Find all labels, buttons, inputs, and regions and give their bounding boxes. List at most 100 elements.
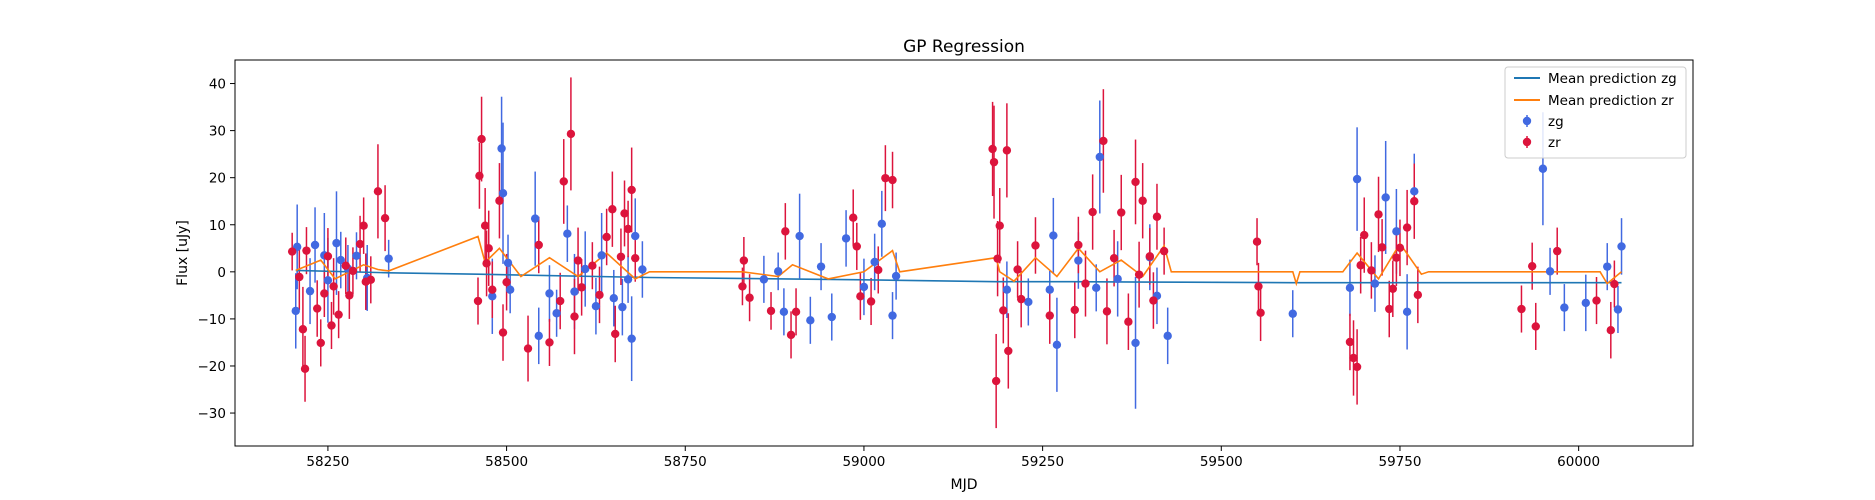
- data-point-zg: [1002, 285, 1012, 294]
- data-point-zr: [1013, 265, 1022, 274]
- data-point-zr: [1254, 282, 1263, 291]
- legend-swatch-zr: [1522, 136, 1532, 148]
- data-point-zg: [1113, 274, 1122, 284]
- data-point-zr: [475, 171, 484, 180]
- data-point-zr: [573, 256, 583, 265]
- data-point-zr: [1413, 290, 1423, 300]
- data-point-zr: [1131, 177, 1140, 187]
- data-point-zg: [638, 265, 647, 274]
- data-point-zr: [1102, 307, 1112, 316]
- data-point-zr: [1531, 322, 1540, 331]
- data-point-zr: [1356, 261, 1365, 270]
- data-point-zg: [1052, 340, 1062, 349]
- data-point-zg: [384, 254, 393, 263]
- data-point-zr: [295, 272, 304, 282]
- data-point-zg: [891, 271, 901, 281]
- data-point-zr: [1374, 210, 1383, 219]
- data-point-zg: [1410, 187, 1419, 196]
- data-point-zr: [1124, 317, 1133, 326]
- data-point-zg: [1381, 193, 1390, 202]
- data-point-zr: [484, 244, 493, 253]
- data-point-zr: [1402, 223, 1412, 232]
- data-point-zr: [781, 227, 790, 236]
- data-point-zg: [563, 229, 572, 238]
- data-point-zg: [631, 231, 640, 241]
- data-point-zr: [1349, 353, 1358, 363]
- data-point-zr: [989, 157, 999, 167]
- data-point-zr: [1395, 243, 1405, 253]
- data-point-zg: [497, 144, 506, 153]
- data-point-zr: [791, 307, 801, 317]
- data-point-zr: [1145, 252, 1155, 261]
- data-point-zr: [1099, 136, 1108, 146]
- data-point-zr: [1252, 237, 1262, 246]
- legend-swatch-zg: [1522, 115, 1532, 127]
- data-point-zr: [566, 129, 576, 139]
- legend: Mean prediction zg Mean prediction zr zg…: [1504, 66, 1687, 159]
- data-point-zr: [1159, 246, 1169, 256]
- data-point-zg: [870, 257, 879, 267]
- data-point-zr: [874, 265, 883, 275]
- data-point-zr: [302, 246, 311, 255]
- y-tick-label: 30: [209, 124, 226, 140]
- data-point-zg: [623, 275, 633, 284]
- data-point-zr: [888, 175, 897, 185]
- data-point-zr: [1385, 304, 1394, 314]
- data-point-zr: [786, 330, 796, 340]
- data-point-zr: [1360, 230, 1369, 240]
- data-point-zg: [581, 264, 590, 274]
- data-point-zr: [355, 239, 365, 249]
- data-point-zr: [545, 338, 554, 347]
- data-point-zr: [1517, 304, 1526, 314]
- data-point-zg: [1581, 298, 1590, 308]
- data-point-zr: [312, 304, 322, 313]
- data-point-zr: [1081, 279, 1090, 288]
- data-point-zr: [616, 252, 626, 261]
- data-point-zr: [534, 240, 543, 250]
- data-point-zr: [1352, 362, 1362, 372]
- data-point-zr: [502, 277, 511, 287]
- data-point-zr: [1152, 212, 1162, 221]
- data-point-zg: [505, 285, 515, 294]
- data-point-zr: [1553, 246, 1562, 256]
- data-point-zg: [795, 231, 804, 241]
- legend-box: [1504, 66, 1687, 159]
- y-tick-label: 40: [209, 77, 226, 93]
- data-point-zr: [348, 266, 358, 276]
- data-point-zr: [738, 282, 747, 291]
- data-point-zr: [1109, 253, 1119, 263]
- data-point-zg: [291, 306, 300, 316]
- data-point-zr: [329, 282, 338, 291]
- y-tick-label: 20: [209, 171, 226, 187]
- data-point-zg: [1402, 307, 1412, 317]
- data-point-zg: [1603, 262, 1612, 271]
- data-point-zr: [588, 261, 597, 270]
- data-point-zr: [611, 329, 620, 339]
- data-point-zr: [1410, 197, 1419, 206]
- data-point-zg: [806, 316, 815, 325]
- data-point-zr: [620, 209, 629, 218]
- data-point-zg: [1288, 309, 1297, 318]
- data-point-zr: [766, 306, 776, 316]
- data-point-zr: [602, 232, 611, 242]
- x-tick-label: 59250: [1021, 454, 1064, 470]
- data-point-zr: [1117, 208, 1126, 217]
- data-point-zr: [1256, 308, 1265, 317]
- data-point-zr: [1610, 279, 1619, 289]
- data-point-zg: [773, 267, 783, 276]
- x-tick-label: 58750: [664, 454, 707, 470]
- data-point-zr: [320, 289, 329, 298]
- data-point-zr: [327, 321, 336, 330]
- data-point-zr: [1592, 296, 1601, 305]
- data-point-zr: [995, 221, 1004, 230]
- data-point-zr: [993, 254, 1002, 263]
- data-point-zr: [1031, 241, 1040, 250]
- data-point-zr: [1070, 305, 1079, 315]
- data-point-zg: [1092, 283, 1101, 293]
- data-point-zg: [618, 302, 627, 312]
- data-point-zr: [359, 221, 368, 230]
- data-point-zg: [1617, 242, 1626, 251]
- data-point-zr: [473, 296, 483, 306]
- series-line-mean-prediction-zg: [295, 269, 1622, 284]
